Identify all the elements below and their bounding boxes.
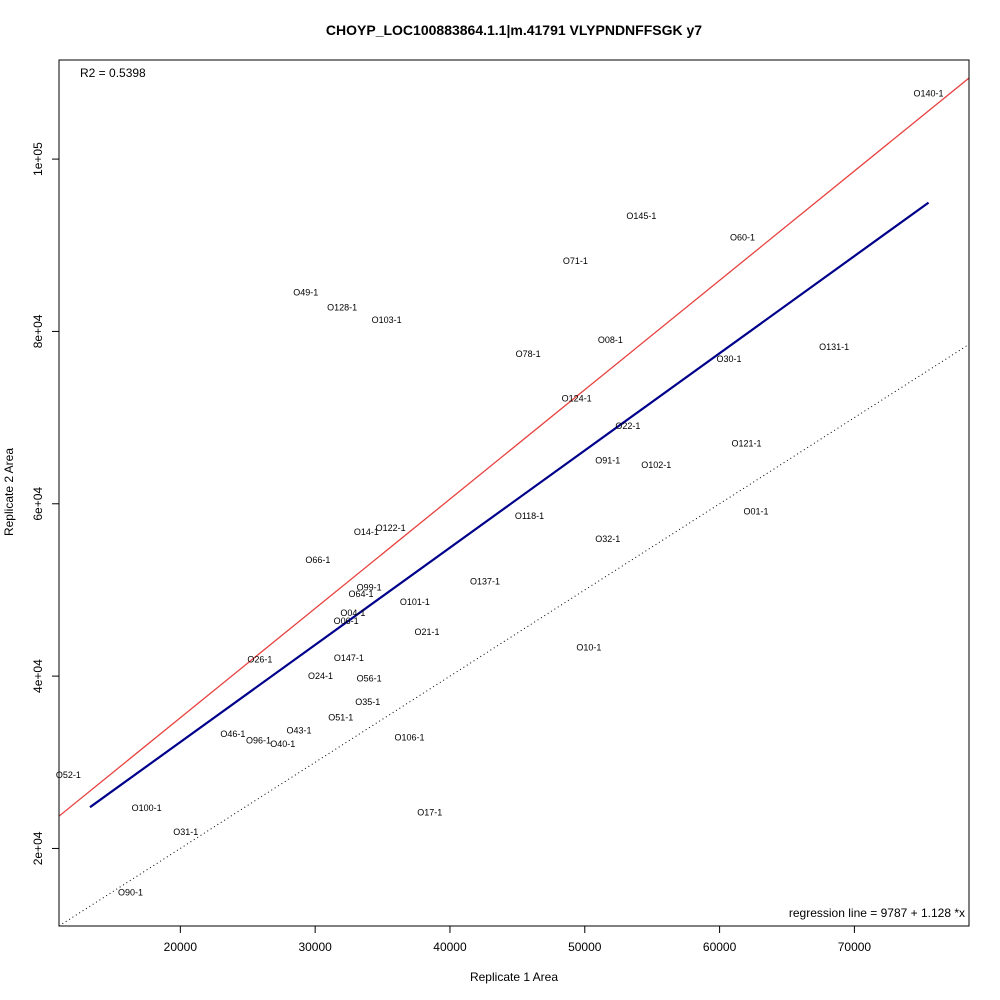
chart-title: CHOYP_LOC100883864.1.1|m.41791 VLYPNDNFF… [326,22,702,38]
point-label: O60-1 [730,233,755,243]
y-tick-label: 6e+04 [31,487,45,521]
point-label: O99-1 [357,582,382,592]
plot-area: O140-1 O145-1 O60-1 O71-1 O49-1 O128-1 O103-1 O… [56,77,969,926]
regression-line [89,201,930,809]
point-label: O137-1 [470,576,500,586]
x-tick-label: 40000 [433,940,467,954]
point-label: O40-1 [270,739,295,749]
point-label: O71-1 [563,256,588,266]
point-label: O78-1 [516,349,541,359]
x-axis-label: Replicate 1 Area [470,970,558,984]
point-label: O30-1 [717,354,742,364]
fit-line-red [59,77,969,817]
point-label: O52-1 [56,770,81,780]
point-label: O124-1 [562,394,592,404]
regression-annotation: regression line = 9787 + 1.128 *x [789,906,965,920]
point-label: O22-1 [615,421,640,431]
plot-frame [58,59,970,927]
point-label: O04-1 [340,608,365,618]
y-tick-label: 2e+04 [31,831,45,865]
identity-line [59,343,969,926]
point-label: O32-1 [595,534,620,544]
x-tick-label: 20000 [164,940,198,954]
point-label: O08-1 [598,335,623,345]
point-label: O24-1 [308,671,333,681]
y-tick-label: 1e+05 [31,142,45,176]
y-axis-label: Replicate 2 Area [2,448,16,536]
point-label: O100-1 [132,803,162,813]
point-label: O21-1 [415,627,440,637]
y-axis-ticks: 2e+04 4e+04 6e+04 8e+04 1e+05 [31,142,59,865]
point-label: O46-1 [220,729,245,739]
point-label: O56-1 [357,674,382,684]
point-label: O121-1 [732,438,762,448]
y-tick-label: 8e+04 [31,314,45,348]
point-label: O90-1 [118,887,143,897]
x-axis-ticks: 20000 30000 40000 50000 60000 70000 [164,926,872,954]
point-label: O145-1 [626,211,656,221]
point-label: O17-1 [417,807,442,817]
point-label: O64-1 [348,589,373,599]
point-label: O96-1 [246,736,271,746]
x-tick-label: 70000 [838,940,872,954]
point-label: O91-1 [595,456,620,466]
x-tick-label: 30000 [298,940,332,954]
point-label: O01-1 [743,507,768,517]
point-label: O102-1 [641,460,671,470]
x-tick-label: 60000 [703,940,737,954]
point-label: O51-1 [328,712,353,722]
point-label: O49-1 [293,288,318,298]
point-label: O140-1 [914,89,944,99]
point-label: O122-1 [376,523,406,533]
reference-lines [59,77,969,926]
point-label: O128-1 [327,302,357,312]
point-label: O26-1 [247,655,272,665]
point-label: O35-1 [355,697,380,707]
point-label: O10-1 [576,643,601,653]
point-label: O101-1 [400,597,430,607]
point-label: O06-1 [334,616,359,626]
y-tick-label: 4e+04 [31,659,45,693]
point-label: O103-1 [372,315,402,325]
point-label: O106-1 [395,732,425,742]
x-tick-label: 50000 [568,940,602,954]
r2-annotation: R2 = 0.5398 [80,66,146,80]
point-label: O31-1 [173,827,198,837]
point-label: O118-1 [515,511,544,521]
data-points: O140-1 O145-1 O60-1 O71-1 O49-1 O128-1 O103-1 O… [56,89,944,898]
point-label: O131-1 [819,342,849,352]
point-label: O43-1 [286,725,311,735]
point-label: O14-1 [354,527,379,537]
point-label: O147-1 [334,653,364,663]
point-label: O66-1 [305,555,330,565]
